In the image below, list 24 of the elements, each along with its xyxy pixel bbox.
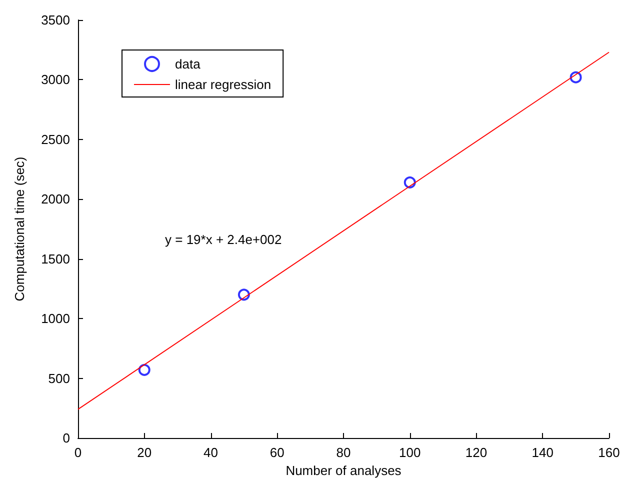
x-tick-label: 140 [532, 445, 554, 460]
y-tick-label: 500 [48, 370, 70, 386]
x-tick-label: 100 [399, 445, 421, 460]
x-tick-label: 40 [204, 445, 218, 460]
annotation: y = 19*x + 2.4e+002 [165, 232, 282, 247]
legend-label: linear regression [175, 77, 272, 92]
x-tick-label: 60 [270, 445, 284, 460]
y-tick-label: 3000 [41, 72, 70, 88]
y-tick-label: 1500 [41, 251, 70, 266]
x-axis-title: Number of analyses [286, 463, 402, 478]
legend-label: data [175, 56, 202, 72]
x-tick-label: 160 [598, 445, 620, 460]
x-tick-label: 120 [465, 445, 488, 460]
y-tick-label: 3500 [41, 12, 70, 28]
x-tick-label: 0 [74, 445, 82, 460]
x-tick-label: 20 [137, 445, 152, 460]
y-tick-label: 0 [62, 430, 70, 446]
point [138, 364, 150, 376]
y-tick-label: 2000 [41, 192, 70, 207]
y-tick-label: 2500 [41, 132, 70, 147]
y-tick-label: 1000 [41, 311, 70, 326]
y-axis-title: Computational time (sec) [12, 156, 27, 302]
x-tick-label: 80 [336, 445, 351, 460]
point [404, 176, 416, 188]
